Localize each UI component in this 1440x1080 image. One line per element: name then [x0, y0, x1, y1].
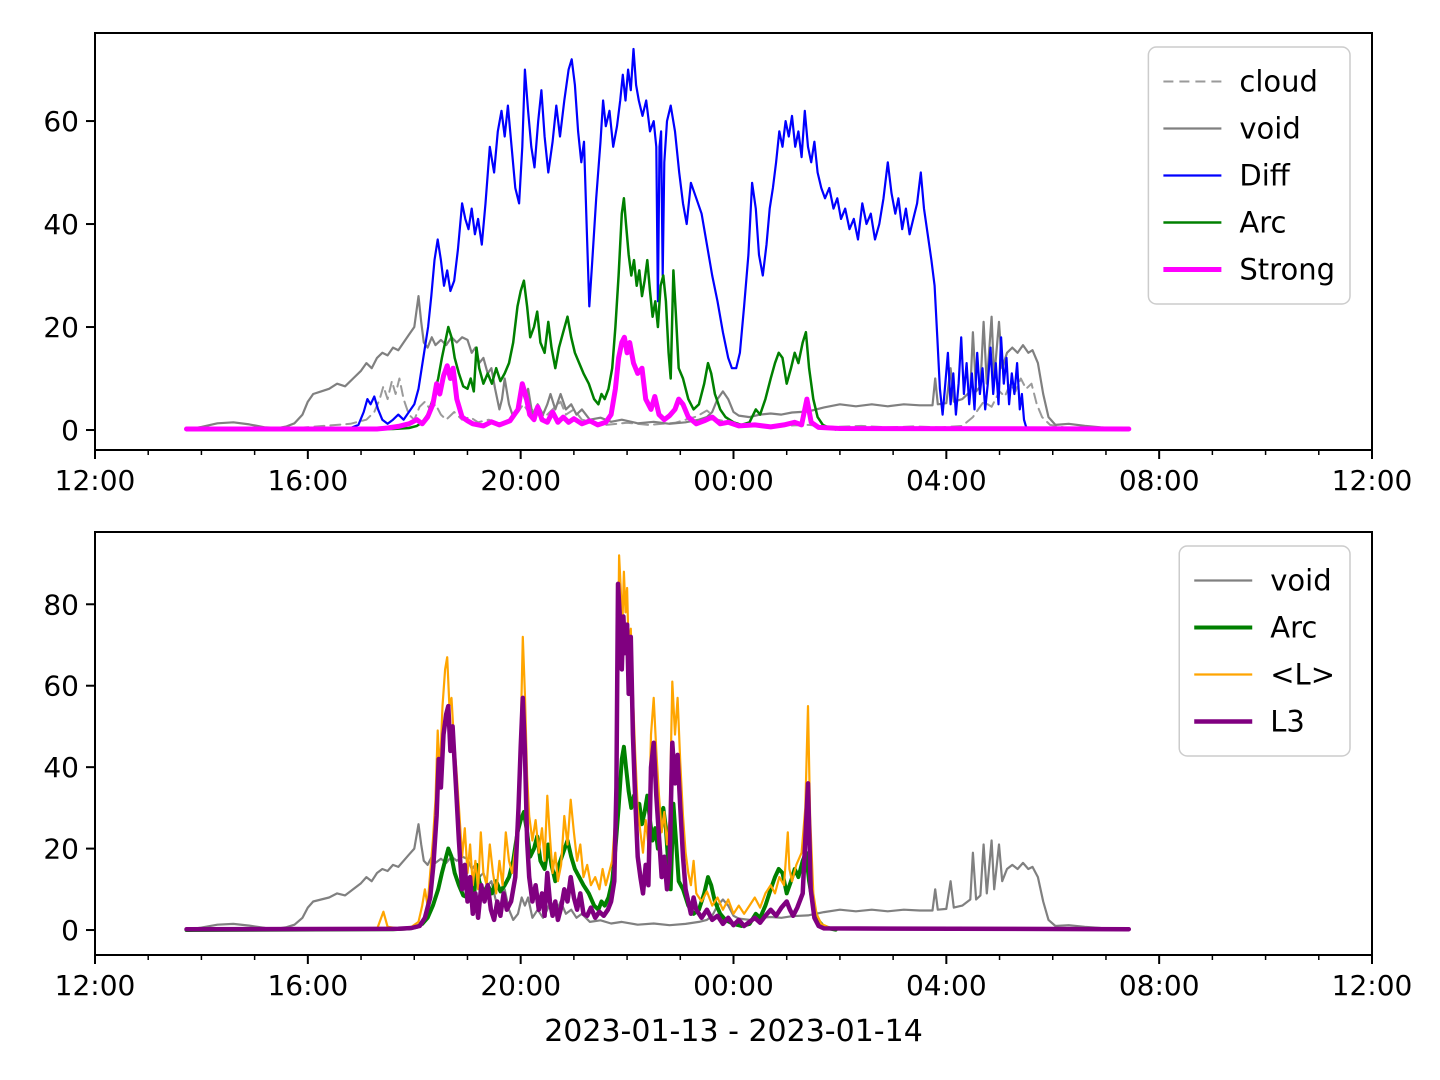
- x-tick-label: 12:00: [1332, 464, 1413, 497]
- legend-label: Arc: [1239, 206, 1286, 240]
- series-diff-line: [185, 47, 1031, 432]
- y-tick-label: 40: [43, 751, 79, 784]
- legend-label: void: [1239, 112, 1300, 146]
- legend-label: <L>: [1270, 658, 1335, 692]
- series-l3-line: [184, 581, 1132, 932]
- series-arc-line: [185, 197, 837, 432]
- legend-box: [1147, 46, 1351, 305]
- x-tick-label: 20:00: [480, 464, 561, 497]
- x-tick-label: 04:00: [906, 969, 987, 1002]
- x-axis-label: 2023-01-13 - 2023-01-14: [544, 1014, 923, 1049]
- x-tick-label: 12:00: [55, 464, 136, 497]
- legend: void Arc <L> L3: [1178, 545, 1351, 757]
- x-tick-label: 16:00: [267, 969, 348, 1002]
- chart-1: 12:00 16:00 20:00 00:00 04:00 08:00 12:00 0 20 40…: [43, 32, 1413, 497]
- x-tick-label: 04:00: [906, 464, 987, 497]
- y-tick-label: 60: [43, 105, 79, 138]
- series-strong-line: [184, 334, 1132, 432]
- y-tick-label: 0: [61, 414, 79, 447]
- legend-box: [1178, 545, 1351, 757]
- legend-label: Arc: [1270, 611, 1317, 645]
- x-tick-label: 00:00: [693, 464, 774, 497]
- x-tick-label: 12:00: [55, 969, 136, 1002]
- y-tick-label: 40: [43, 208, 79, 241]
- legend-label: Diff: [1239, 159, 1290, 193]
- x-tick-label: 16:00: [267, 464, 348, 497]
- y-tick-label: 80: [43, 588, 79, 621]
- x-tick-label: 08:00: [1119, 464, 1200, 497]
- legend: cloud void Diff Arc Strong: [1147, 46, 1351, 305]
- x-tick-label: 08:00: [1119, 969, 1200, 1002]
- legend-label: Strong: [1239, 253, 1335, 287]
- x-tick-label: 12:00: [1332, 969, 1413, 1002]
- x-tick-label: 20:00: [480, 969, 561, 1002]
- series-l-line: [185, 554, 1130, 932]
- x-tick-label: 00:00: [693, 969, 774, 1002]
- y-tick-label: 0: [61, 914, 79, 947]
- legend-label: L3: [1270, 705, 1305, 739]
- y-tick-label: 20: [43, 833, 79, 866]
- chart-2: 12:00 16:00 20:00 00:00 04:00 08:00 12:00 0 20 40…: [43, 531, 1413, 1002]
- legend-label: void: [1270, 564, 1331, 598]
- legend-label: cloud: [1239, 65, 1318, 99]
- y-tick-label: 20: [43, 311, 79, 344]
- series-void-line: [185, 823, 1130, 931]
- y-tick-label: 60: [43, 670, 79, 703]
